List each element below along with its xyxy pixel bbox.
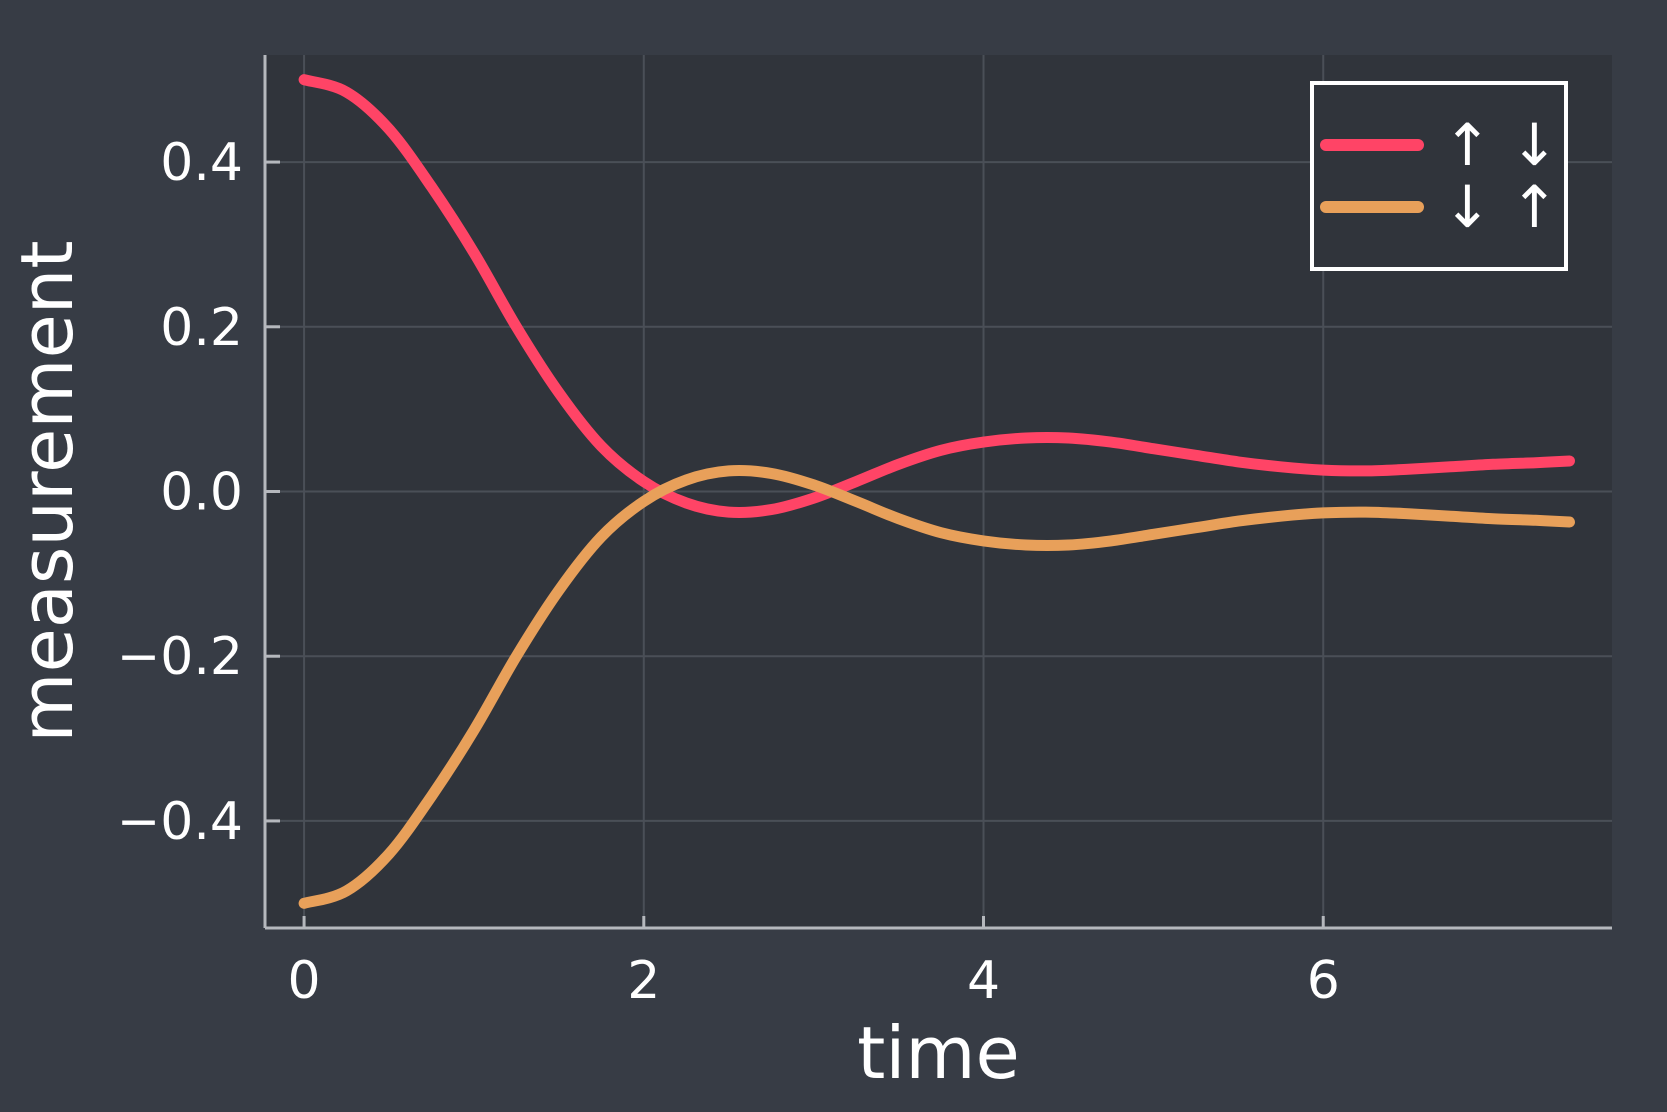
- x-tick-label: 0: [288, 951, 321, 1011]
- ticks: 0 2 4 6 −0.4 −0.2 0.0 0.2 0.4: [117, 133, 1340, 1011]
- series-line-2: [298, 464, 1575, 909]
- y-tick-label: 0.0: [160, 463, 243, 523]
- y-tick-label: −0.4: [117, 792, 243, 852]
- series-lines: [298, 74, 1575, 909]
- x-tick-label: 4: [967, 951, 1000, 1011]
- legend-box: [1310, 81, 1568, 271]
- y-tick-label: 0.4: [160, 133, 243, 193]
- x-axis-title: time: [857, 1011, 1020, 1095]
- y-tick-label: −0.2: [117, 627, 243, 687]
- x-tick-label: 2: [627, 951, 660, 1011]
- series-line-1: [298, 74, 1575, 519]
- legend-label: ↑ ↓: [1443, 111, 1559, 179]
- y-axis-title: measurement: [5, 240, 89, 742]
- x-tick-label: 6: [1307, 951, 1340, 1011]
- y-tick-label: 0.2: [160, 298, 243, 358]
- legend-label: ↓ ↑: [1443, 173, 1559, 241]
- legend[interactable]: ↑ ↓↓ ↑: [1310, 81, 1568, 271]
